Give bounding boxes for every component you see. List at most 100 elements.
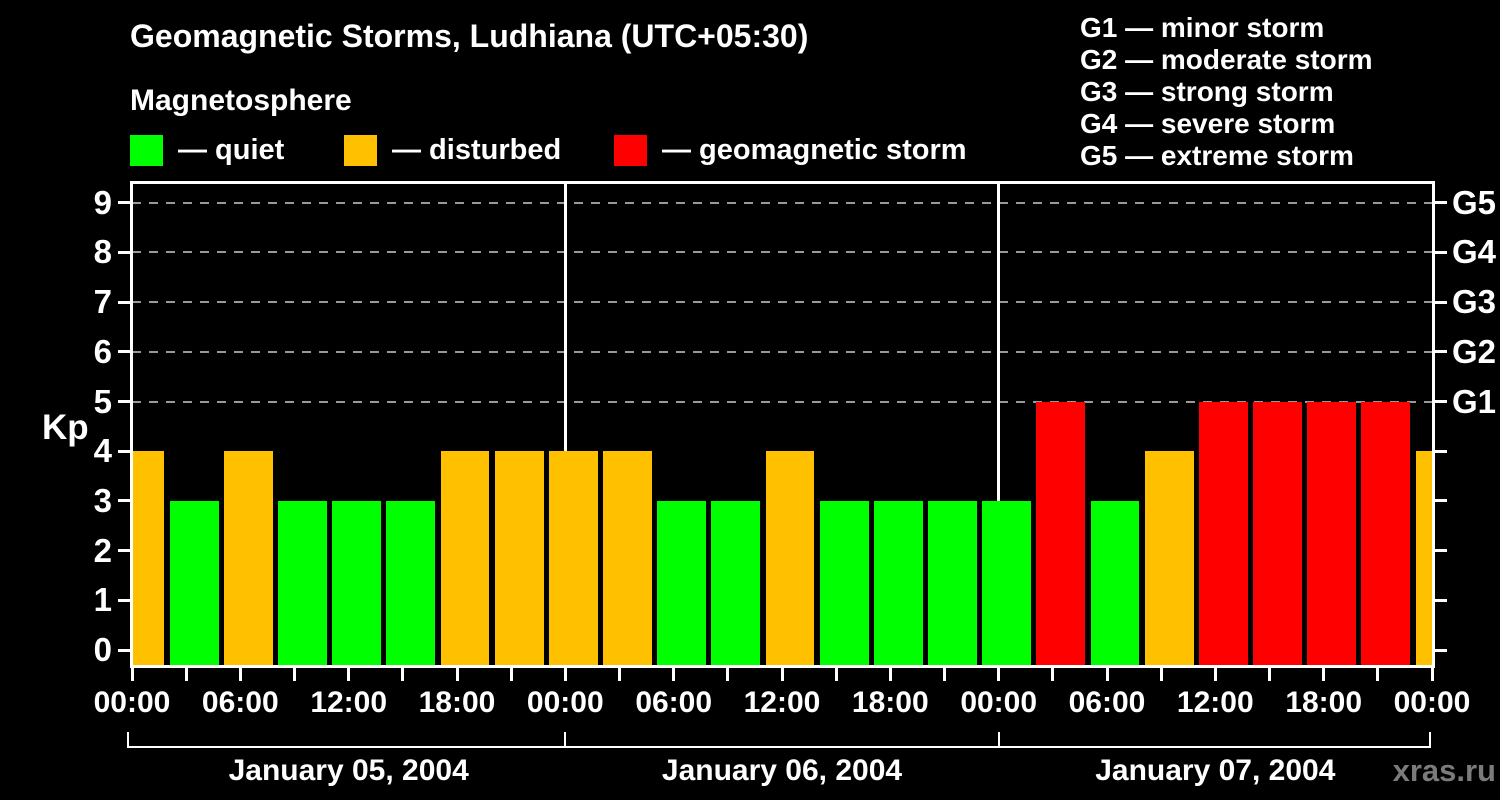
x-tick — [563, 668, 567, 681]
x-tick-label: 12:00 — [310, 686, 388, 719]
g-tick — [1434, 300, 1447, 304]
axis-line-top — [130, 181, 1435, 184]
legend-label-quiet: — quiet — [178, 134, 285, 166]
kp-bar — [278, 500, 327, 667]
x-tick — [1159, 668, 1163, 681]
kp-bar — [494, 451, 544, 667]
date-bracket-tick — [564, 732, 567, 748]
legend-item-disturbed: — disturbed — [344, 135, 561, 166]
y-tick — [118, 449, 131, 453]
x-tick — [455, 668, 459, 681]
gridline-kp7 — [132, 301, 1432, 304]
x-tick — [943, 668, 946, 681]
kp-bar — [711, 500, 761, 667]
legend-item-quiet: — quiet — [130, 135, 284, 166]
watermark: xras.ru — [1392, 753, 1496, 788]
gridline-kp5 — [132, 400, 1432, 403]
x-tick-label: 06:00 — [635, 686, 713, 719]
kp-bar — [548, 451, 598, 667]
kp-bar — [1361, 401, 1411, 667]
y-tick — [118, 201, 131, 205]
x-tick-label: 18:00 — [1285, 686, 1363, 719]
x-tick — [1376, 668, 1380, 681]
x-tick-label: 00:00 — [960, 686, 1038, 719]
kp-bar — [657, 500, 707, 667]
x-tick — [888, 668, 892, 681]
x-tick — [238, 668, 242, 681]
kp-bar — [1307, 401, 1357, 667]
g-legend-line: G5 — extreme storm — [1080, 140, 1354, 171]
date-label: January 06, 2004 — [661, 754, 903, 787]
g-tick — [1434, 499, 1447, 503]
kp-bar — [132, 451, 165, 667]
kp-bar — [332, 500, 382, 667]
g-legend-line: G3 — strong storm — [1080, 76, 1334, 107]
disturbed-swatch-icon — [344, 135, 377, 166]
g-legend-line: G4 — severe storm — [1080, 108, 1336, 139]
kp-bar — [928, 500, 977, 667]
x-tick — [293, 668, 296, 681]
date-bracket-tick — [1429, 732, 1431, 748]
y-tick-label: 1 — [93, 581, 112, 619]
x-tick — [130, 668, 134, 681]
date-label: January 05, 2004 — [228, 754, 469, 787]
y-tick-label: 6 — [93, 332, 112, 370]
g-axis-label: G5 — [1452, 183, 1497, 221]
x-tick — [347, 668, 351, 681]
x-tick — [184, 668, 188, 681]
gridline-kp6 — [132, 350, 1432, 353]
y-tick — [118, 598, 131, 602]
kp-bar — [169, 500, 219, 667]
gridline-kp9 — [132, 201, 1432, 204]
x-tick-label: 00:00 — [1393, 686, 1471, 719]
g-tick — [1434, 648, 1447, 652]
kp-bar — [819, 500, 869, 667]
g-tick — [1434, 350, 1447, 354]
x-tick-label: 18:00 — [418, 686, 496, 719]
kp-bar — [873, 500, 923, 667]
g-tick — [1434, 449, 1447, 453]
y-tick — [118, 300, 131, 304]
kp-bar — [1036, 401, 1086, 667]
y-tick-label: 0 — [93, 631, 112, 668]
x-tick — [1268, 668, 1271, 681]
x-tick-label: 12:00 — [1176, 686, 1254, 719]
x-tick-label: 12:00 — [743, 686, 821, 719]
g-tick — [1434, 250, 1447, 254]
x-tick — [1213, 668, 1217, 681]
date-bracket-tick — [997, 732, 1000, 748]
legend-label-storm: — geomagnetic storm — [662, 134, 967, 166]
y-tick — [118, 350, 131, 354]
kp-bar — [440, 451, 490, 667]
x-tick-label: 18:00 — [851, 686, 929, 719]
y-tick — [118, 648, 131, 652]
g-legend-line: G1 — minor storm — [1080, 12, 1325, 43]
kp-bar — [386, 500, 436, 667]
y-axis-title: Kp — [42, 408, 89, 447]
x-tick-label: 00:00 — [93, 686, 171, 719]
x-tick — [726, 668, 730, 681]
chart-title: Geomagnetic Storms, Ludhiana (UTC+05:30) — [130, 18, 809, 54]
x-tick — [1322, 668, 1326, 681]
axis-line-right — [1432, 181, 1435, 668]
x-tick — [1051, 668, 1055, 681]
g-tick — [1434, 400, 1447, 403]
day-divider — [997, 184, 1001, 667]
g-legend-line: G2 — moderate storm — [1080, 44, 1373, 75]
gridline-kp8 — [132, 251, 1432, 254]
y-tick — [118, 549, 131, 553]
legend-item-storm: — geomagnetic storm — [614, 135, 967, 166]
g-tick — [1434, 201, 1447, 205]
x-tick — [618, 668, 621, 681]
y-tick-label: 9 — [93, 183, 112, 221]
axis-line-bottom — [130, 665, 1435, 668]
x-tick — [509, 668, 513, 681]
y-tick-label: 5 — [93, 382, 112, 420]
kp-bar — [1253, 401, 1302, 667]
kp-bar — [1198, 401, 1248, 667]
g-tick — [1434, 549, 1447, 553]
y-tick-label: 8 — [93, 233, 112, 271]
date-axis-line — [127, 746, 1431, 748]
legend-label-disturbed: — disturbed — [392, 134, 562, 166]
